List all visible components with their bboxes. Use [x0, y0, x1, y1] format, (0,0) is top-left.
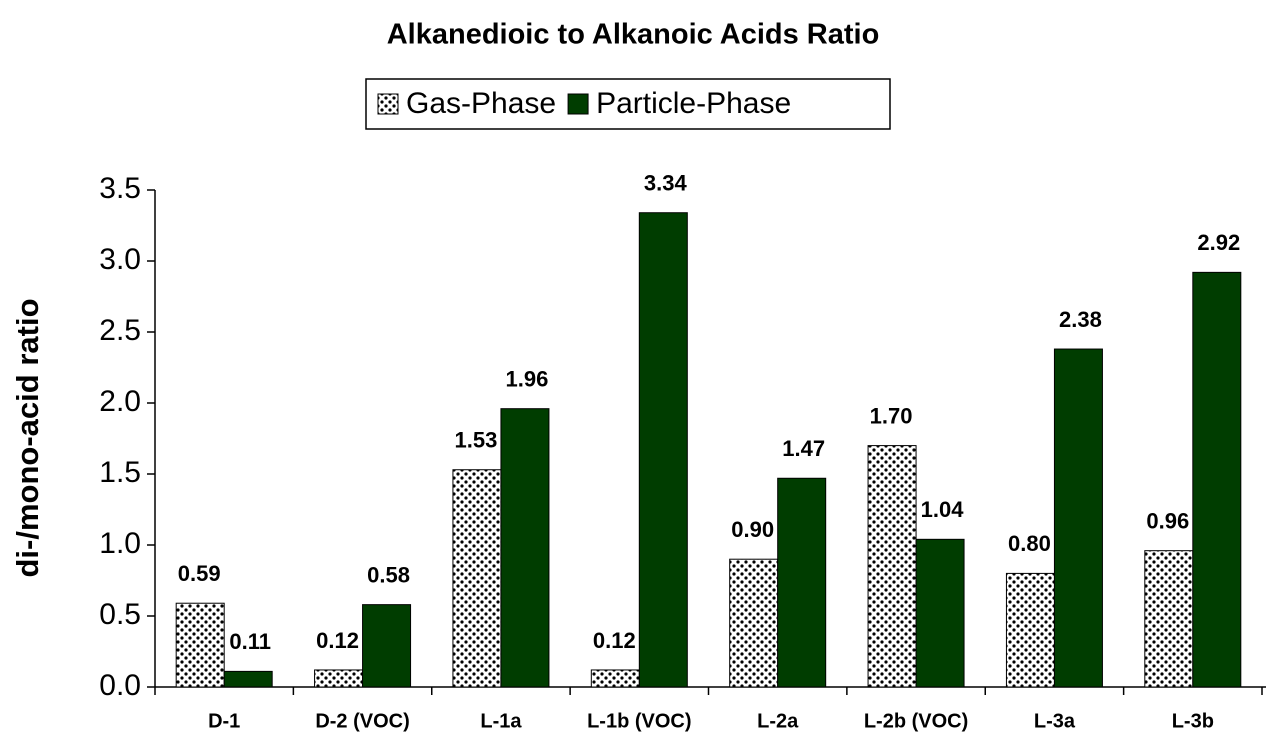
value-label: 1.53 [455, 428, 498, 453]
y-tick-label: 2.5 [99, 314, 141, 347]
bar [500, 408, 550, 688]
legend-label: Particle-Phase [596, 87, 791, 120]
value-label: 0.59 [178, 561, 221, 586]
bar [1144, 550, 1194, 688]
y-tick-label: 3.5 [99, 172, 141, 205]
legend-box [365, 78, 891, 130]
bar [175, 602, 225, 688]
bar [362, 604, 412, 688]
y-axis-label: di-/mono-acid ratio [10, 299, 45, 578]
value-label: 1.04 [921, 497, 965, 522]
y-tick-label: 1.0 [99, 527, 141, 560]
value-label: 0.58 [367, 562, 410, 587]
value-label: 0.11 [229, 629, 271, 654]
bar [867, 445, 917, 688]
value-label: 0.80 [1008, 531, 1051, 556]
bar [223, 670, 273, 688]
x-tick-label: L-2b (VOC) [864, 710, 968, 732]
bar [915, 538, 965, 688]
chart-title: Alkanedioic to Alkanoic Acids Ratio [387, 19, 880, 51]
value-label: 2.38 [1059, 307, 1102, 332]
value-label: 2.92 [1197, 230, 1240, 255]
legend-label: Gas-Phase [406, 87, 556, 120]
x-tick-label: D-1 [208, 710, 240, 732]
y-tick-label: 3.0 [99, 243, 141, 276]
bar [314, 669, 364, 688]
value-label: 0.12 [593, 628, 636, 653]
value-label: 0.90 [731, 517, 774, 542]
value-label: 1.70 [870, 403, 913, 428]
value-label: 0.96 [1146, 508, 1189, 533]
legend-swatch [377, 93, 399, 115]
bar [1192, 271, 1242, 688]
bar [452, 469, 502, 688]
value-label: 1.96 [506, 366, 549, 391]
bar [1005, 572, 1055, 688]
bar [777, 477, 827, 688]
y-tick-label: 0.5 [99, 598, 141, 631]
y-tick-label: 0.0 [99, 669, 141, 702]
x-tick-label: L-3a [1034, 710, 1076, 732]
bar [1053, 348, 1103, 688]
legend-swatch [567, 93, 589, 115]
x-tick-label: L-1b (VOC) [587, 710, 691, 732]
y-tick-label: 1.5 [99, 456, 141, 489]
bar [638, 212, 688, 688]
x-tick-label: D-2 (VOC) [315, 710, 409, 732]
value-label: 1.47 [782, 436, 825, 461]
value-label: 0.12 [316, 628, 359, 653]
bar [590, 669, 640, 688]
x-tick-label: L-2a [757, 710, 799, 732]
bar [729, 558, 779, 688]
x-tick-label: L-1a [480, 710, 522, 732]
y-tick-label: 2.0 [99, 385, 141, 418]
x-tick-label: L-3b [1172, 710, 1214, 732]
value-label: 3.34 [644, 171, 688, 196]
